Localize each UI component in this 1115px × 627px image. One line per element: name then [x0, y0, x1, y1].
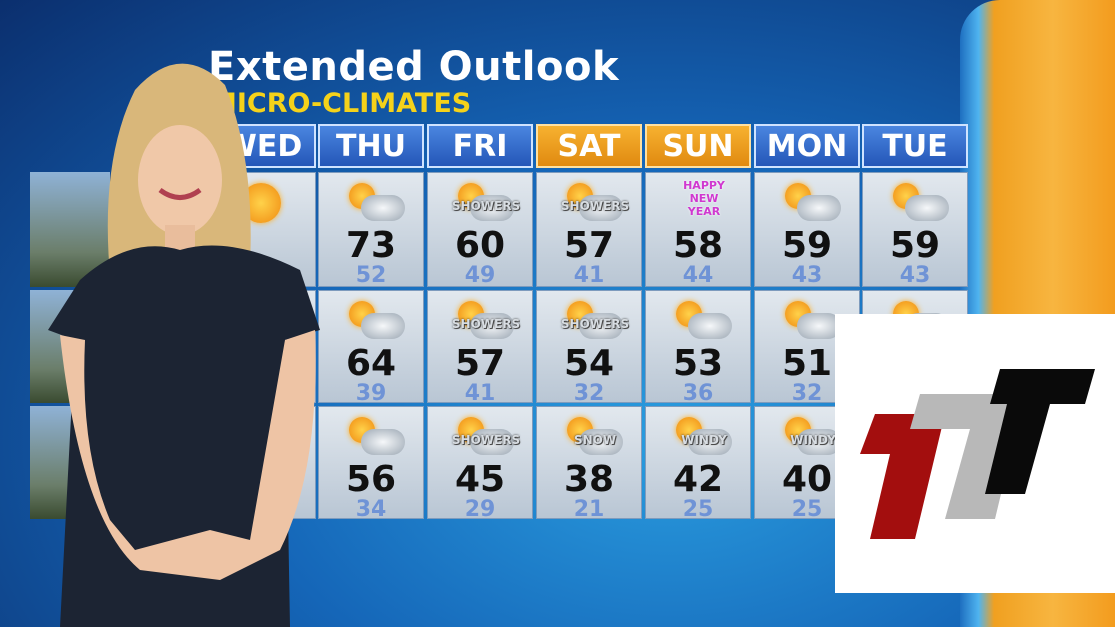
- forecast-cell: SHOWERS 60 49: [427, 172, 533, 288]
- low-temp: 43: [899, 263, 931, 288]
- forecast-cell: 59 43: [754, 172, 860, 288]
- forecast-cell: SNOW 38 21: [536, 406, 642, 522]
- condition-label: WINDY: [681, 433, 727, 447]
- day-header-thu: THU: [318, 124, 424, 168]
- ttt-logo: [860, 369, 1095, 539]
- condition-label: SHOWERS: [451, 317, 521, 331]
- day-header-sun: SUN: [645, 124, 751, 168]
- forecast-cell: WINDY 42 25: [645, 406, 751, 522]
- condition-label: HAPPY NEW YEAR: [683, 179, 725, 218]
- condition-label: SNOW: [573, 433, 617, 447]
- condition-label: WINDY: [790, 433, 836, 447]
- low-temp: 32: [573, 381, 605, 406]
- snow-icon: SNOW: [559, 413, 623, 469]
- low-temp: 44: [682, 263, 714, 288]
- high-temp: 56: [345, 459, 397, 500]
- day-header-mon: MON: [754, 124, 860, 168]
- low-temp: 36: [682, 381, 714, 406]
- partly-cloudy-icon: [341, 297, 405, 353]
- high-temp: 40: [781, 459, 833, 500]
- condition-label: SHOWERS: [560, 317, 630, 331]
- high-temp: 60: [454, 225, 506, 266]
- forecast-cell: SHOWERS 57 41: [427, 290, 533, 406]
- high-temp: 73: [345, 225, 397, 266]
- forecast-cell: 73 52: [318, 172, 424, 288]
- forecast-cell: 53 36: [645, 290, 751, 406]
- high-temp: 38: [563, 459, 615, 500]
- condition-label: SHOWERS: [451, 199, 521, 213]
- partly-cloudy-icon: [777, 179, 841, 235]
- day-header-fri: FRI: [427, 124, 533, 168]
- page-title: Extended Outlook: [208, 44, 620, 90]
- high-temp: 54: [563, 343, 615, 384]
- partly-cloudy-icon: [668, 297, 732, 353]
- low-temp: 52: [355, 263, 387, 288]
- low-temp: 41: [464, 381, 496, 406]
- low-temp: 43: [791, 263, 823, 288]
- low-temp: 34: [355, 497, 387, 522]
- low-temp: 25: [791, 497, 823, 522]
- showers-icon: SHOWERS: [450, 297, 520, 353]
- high-temp: 59: [889, 225, 941, 266]
- high-temp: 45: [454, 459, 506, 500]
- day-header-sat: SAT: [536, 124, 642, 168]
- high-temp: 51: [781, 343, 833, 384]
- condition-label: SHOWERS: [451, 433, 521, 447]
- windy-icon: WINDY: [668, 413, 732, 469]
- high-temp: 57: [563, 225, 615, 266]
- partly-cloudy-icon: [341, 179, 405, 235]
- presenter: [48, 63, 320, 627]
- watermark-logo: [835, 314, 1115, 593]
- forecast-cell: SHOWERS 57 41: [536, 172, 642, 288]
- high-temp: 42: [672, 459, 724, 500]
- forecast-cell: 56 34: [318, 406, 424, 522]
- forecast-cell: SHOWERS 45 29: [427, 406, 533, 522]
- forecast-cell: SHOWERS 54 32: [536, 290, 642, 406]
- high-temp: 64: [345, 343, 397, 384]
- low-temp: 32: [791, 381, 823, 406]
- subtitle: MICRO-CLIMATES: [210, 88, 472, 119]
- low-temp: 39: [355, 381, 387, 406]
- high-temp: 53: [672, 343, 724, 384]
- showers-icon: SHOWERS: [450, 413, 520, 469]
- showers-icon: SHOWERS: [559, 297, 629, 353]
- low-temp: 41: [573, 263, 605, 288]
- happy-new-year-icon: HAPPY NEW YEAR: [668, 179, 732, 235]
- high-temp: 57: [454, 343, 506, 384]
- low-temp: 29: [464, 497, 496, 522]
- forecast-cell: 59 43: [862, 172, 968, 288]
- partly-cloudy-icon: [341, 413, 405, 469]
- low-temp: 25: [682, 497, 714, 522]
- forecast-cell: 64 39: [318, 290, 424, 406]
- high-temp: 58: [672, 225, 724, 266]
- partly-cloudy-icon: [777, 297, 841, 353]
- forecast-cell: HAPPY NEW YEAR 58 44: [645, 172, 751, 288]
- low-temp: 49: [464, 263, 496, 288]
- high-temp: 59: [781, 225, 833, 266]
- showers-icon: SHOWERS: [559, 179, 629, 235]
- day-header-tue: TUE: [862, 124, 968, 168]
- windy-icon: WINDY: [777, 413, 841, 469]
- low-temp: 21: [573, 497, 605, 522]
- partly-cloudy-icon: [885, 179, 949, 235]
- showers-icon: SHOWERS: [450, 179, 520, 235]
- condition-label: SHOWERS: [560, 199, 630, 213]
